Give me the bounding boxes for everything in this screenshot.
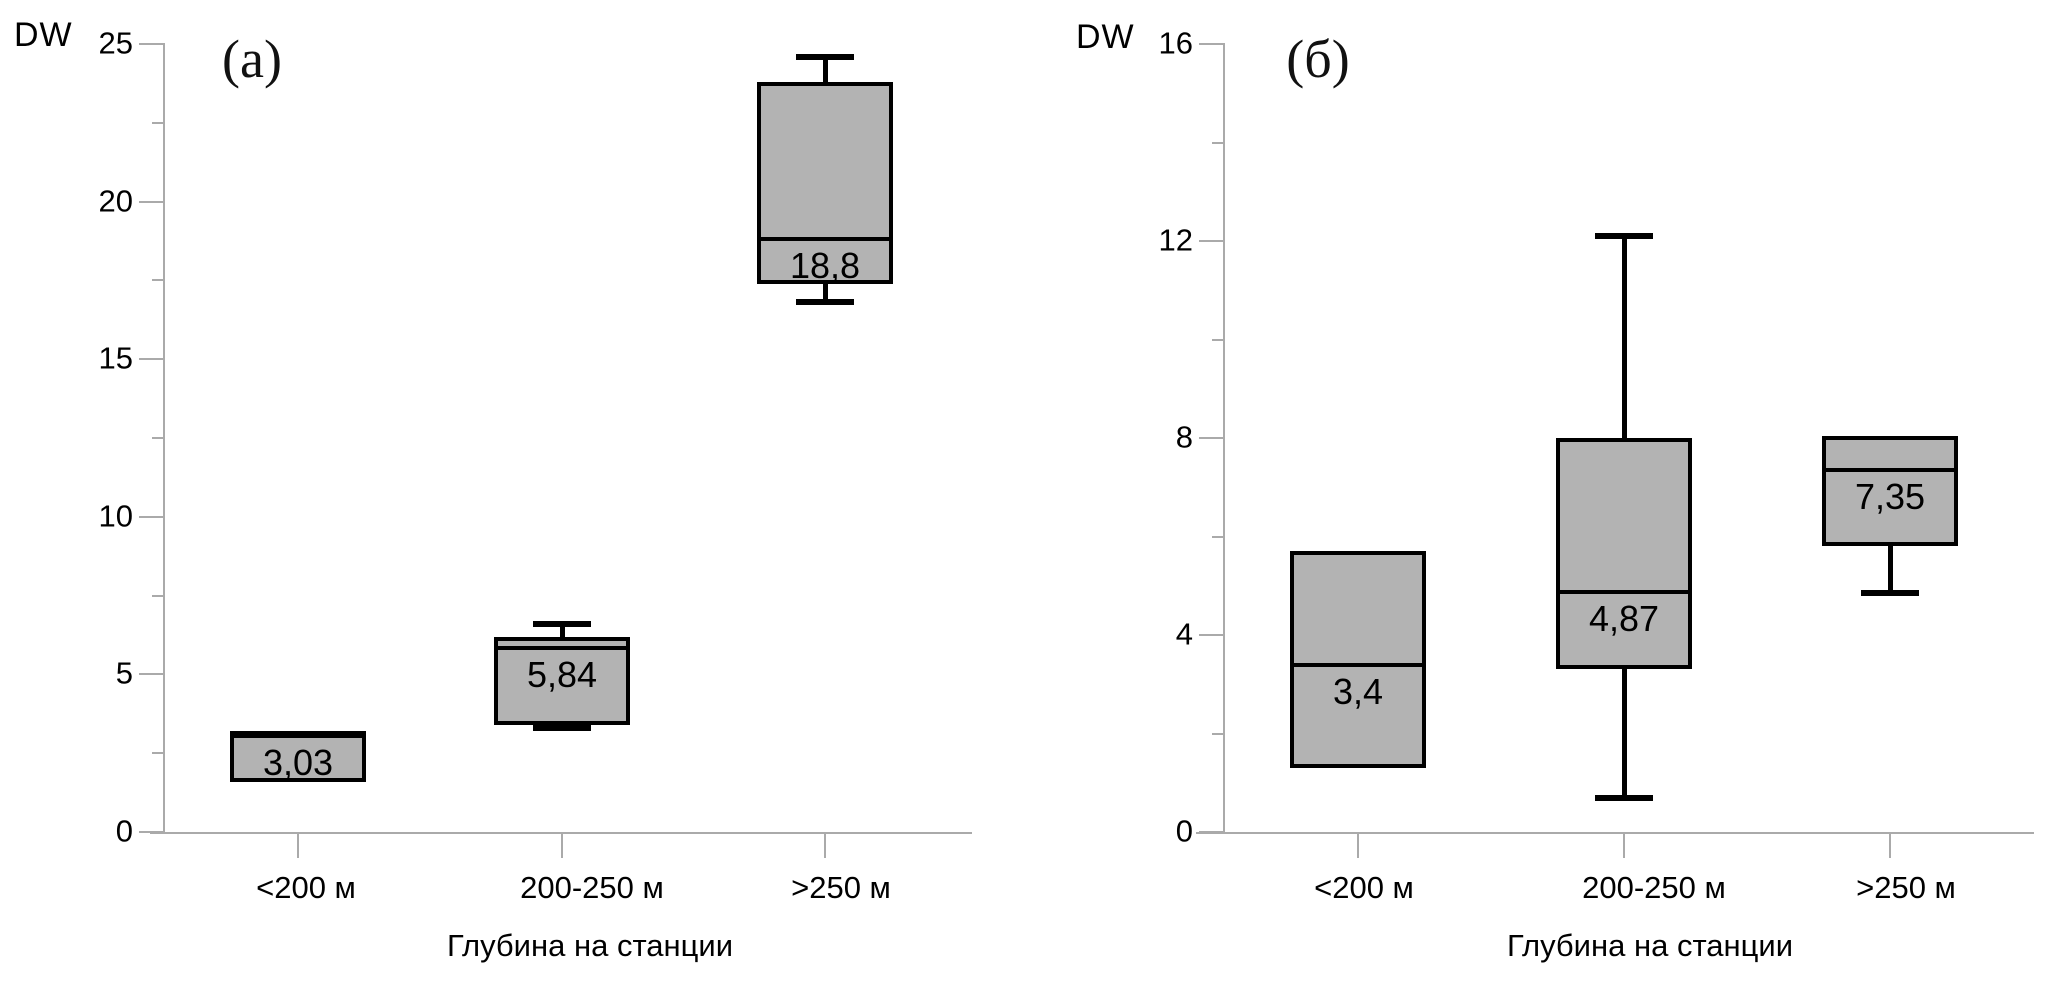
lower-whisker-cap xyxy=(1861,590,1919,597)
panel-label-a: (а) xyxy=(222,29,282,89)
y-minor-tick xyxy=(1212,535,1225,538)
lower-whisker-cap xyxy=(1595,794,1653,801)
upper-whisker-stem xyxy=(823,56,828,84)
upper-whisker-cap xyxy=(533,620,591,627)
box xyxy=(757,81,893,284)
y-major-tick xyxy=(139,831,165,833)
y-major-tick xyxy=(139,200,165,203)
median-line xyxy=(1556,590,1692,595)
y-tick-label: 0 xyxy=(1175,813,1193,849)
box xyxy=(1556,438,1692,670)
y-major-tick xyxy=(139,43,165,45)
panel-label-b: (б) xyxy=(1286,29,1350,89)
x-tick xyxy=(1357,834,1359,858)
lower-whisker-stem xyxy=(823,281,828,303)
x-axis-title: Глубина на станции xyxy=(446,928,734,963)
box-value-label: 3,4 xyxy=(1332,670,1384,712)
upper-whisker-cap xyxy=(1595,233,1653,240)
x-tick xyxy=(561,834,563,858)
category-label: 200-250 м xyxy=(520,870,664,905)
y-minor-tick xyxy=(1212,732,1225,735)
y-minor-tick xyxy=(152,437,165,439)
y-major-tick xyxy=(1199,437,1225,439)
box-value-label: 3,03 xyxy=(262,742,334,784)
median-line xyxy=(1290,662,1426,667)
box xyxy=(1822,435,1958,547)
x-tick xyxy=(1623,834,1625,858)
median-line xyxy=(757,237,893,242)
y-minor-tick xyxy=(152,279,165,282)
category-label: >250 м xyxy=(791,870,891,905)
y-major-tick xyxy=(1199,831,1225,833)
median-line xyxy=(230,734,366,739)
category-label: >250 м xyxy=(1856,870,1956,905)
box-value-label: 7,35 xyxy=(1854,476,1926,517)
median-line xyxy=(494,645,630,650)
y-minor-tick xyxy=(1212,141,1225,144)
y-major-tick xyxy=(139,673,165,676)
category-label: <200 м xyxy=(1314,870,1414,905)
y-minor-tick xyxy=(1212,338,1225,341)
lower-whisker-stem xyxy=(1888,544,1893,594)
x-tick xyxy=(297,834,299,858)
x-tick xyxy=(824,834,826,858)
median-line xyxy=(1822,468,1958,472)
y-axis-title: DW xyxy=(14,16,73,54)
category-label: 200-250 м xyxy=(1582,870,1726,905)
lower-whisker-cap xyxy=(533,724,591,731)
y-tick-label: 4 xyxy=(1175,616,1193,652)
box xyxy=(230,731,366,782)
y-major-tick xyxy=(1199,240,1225,242)
y-tick-label: 16 xyxy=(1158,25,1193,61)
y-major-tick xyxy=(1199,43,1225,45)
upper-whisker-stem xyxy=(1622,236,1627,440)
box-value-label: 5,84 xyxy=(526,653,598,695)
y-axis-line xyxy=(163,44,165,834)
y-tick-label: 25 xyxy=(98,25,133,61)
lower-whisker-cap xyxy=(796,299,854,306)
category-label: <200 м xyxy=(256,870,356,905)
y-tick-label: 10 xyxy=(98,498,133,534)
y-minor-tick xyxy=(152,594,165,597)
x-axis-line xyxy=(150,832,972,834)
upper-whisker-cap xyxy=(796,53,854,60)
upper-whisker-stem xyxy=(560,623,565,639)
x-tick xyxy=(1889,834,1891,858)
y-major-tick xyxy=(139,358,165,361)
y-tick-label: 0 xyxy=(115,813,133,849)
y-axis-title: DW xyxy=(1076,18,1135,56)
y-tick-label: 5 xyxy=(115,655,133,691)
y-axis-line xyxy=(1223,44,1225,834)
y-minor-tick xyxy=(152,121,165,124)
box-value-label: 4,87 xyxy=(1588,598,1660,640)
box xyxy=(1290,551,1426,768)
y-major-tick xyxy=(139,515,165,518)
x-axis-line xyxy=(1196,832,2034,834)
y-minor-tick xyxy=(152,752,165,755)
x-axis-title: Глубина на станции xyxy=(1506,928,1794,963)
box-value-label: 18,8 xyxy=(789,245,861,287)
y-tick-label: 15 xyxy=(98,340,133,376)
lower-whisker-stem xyxy=(1622,667,1627,798)
y-tick-label: 12 xyxy=(1158,222,1193,258)
y-tick-label: 8 xyxy=(1175,419,1193,455)
y-tick-label: 20 xyxy=(98,182,133,218)
y-major-tick xyxy=(1199,634,1225,636)
box xyxy=(494,636,630,725)
